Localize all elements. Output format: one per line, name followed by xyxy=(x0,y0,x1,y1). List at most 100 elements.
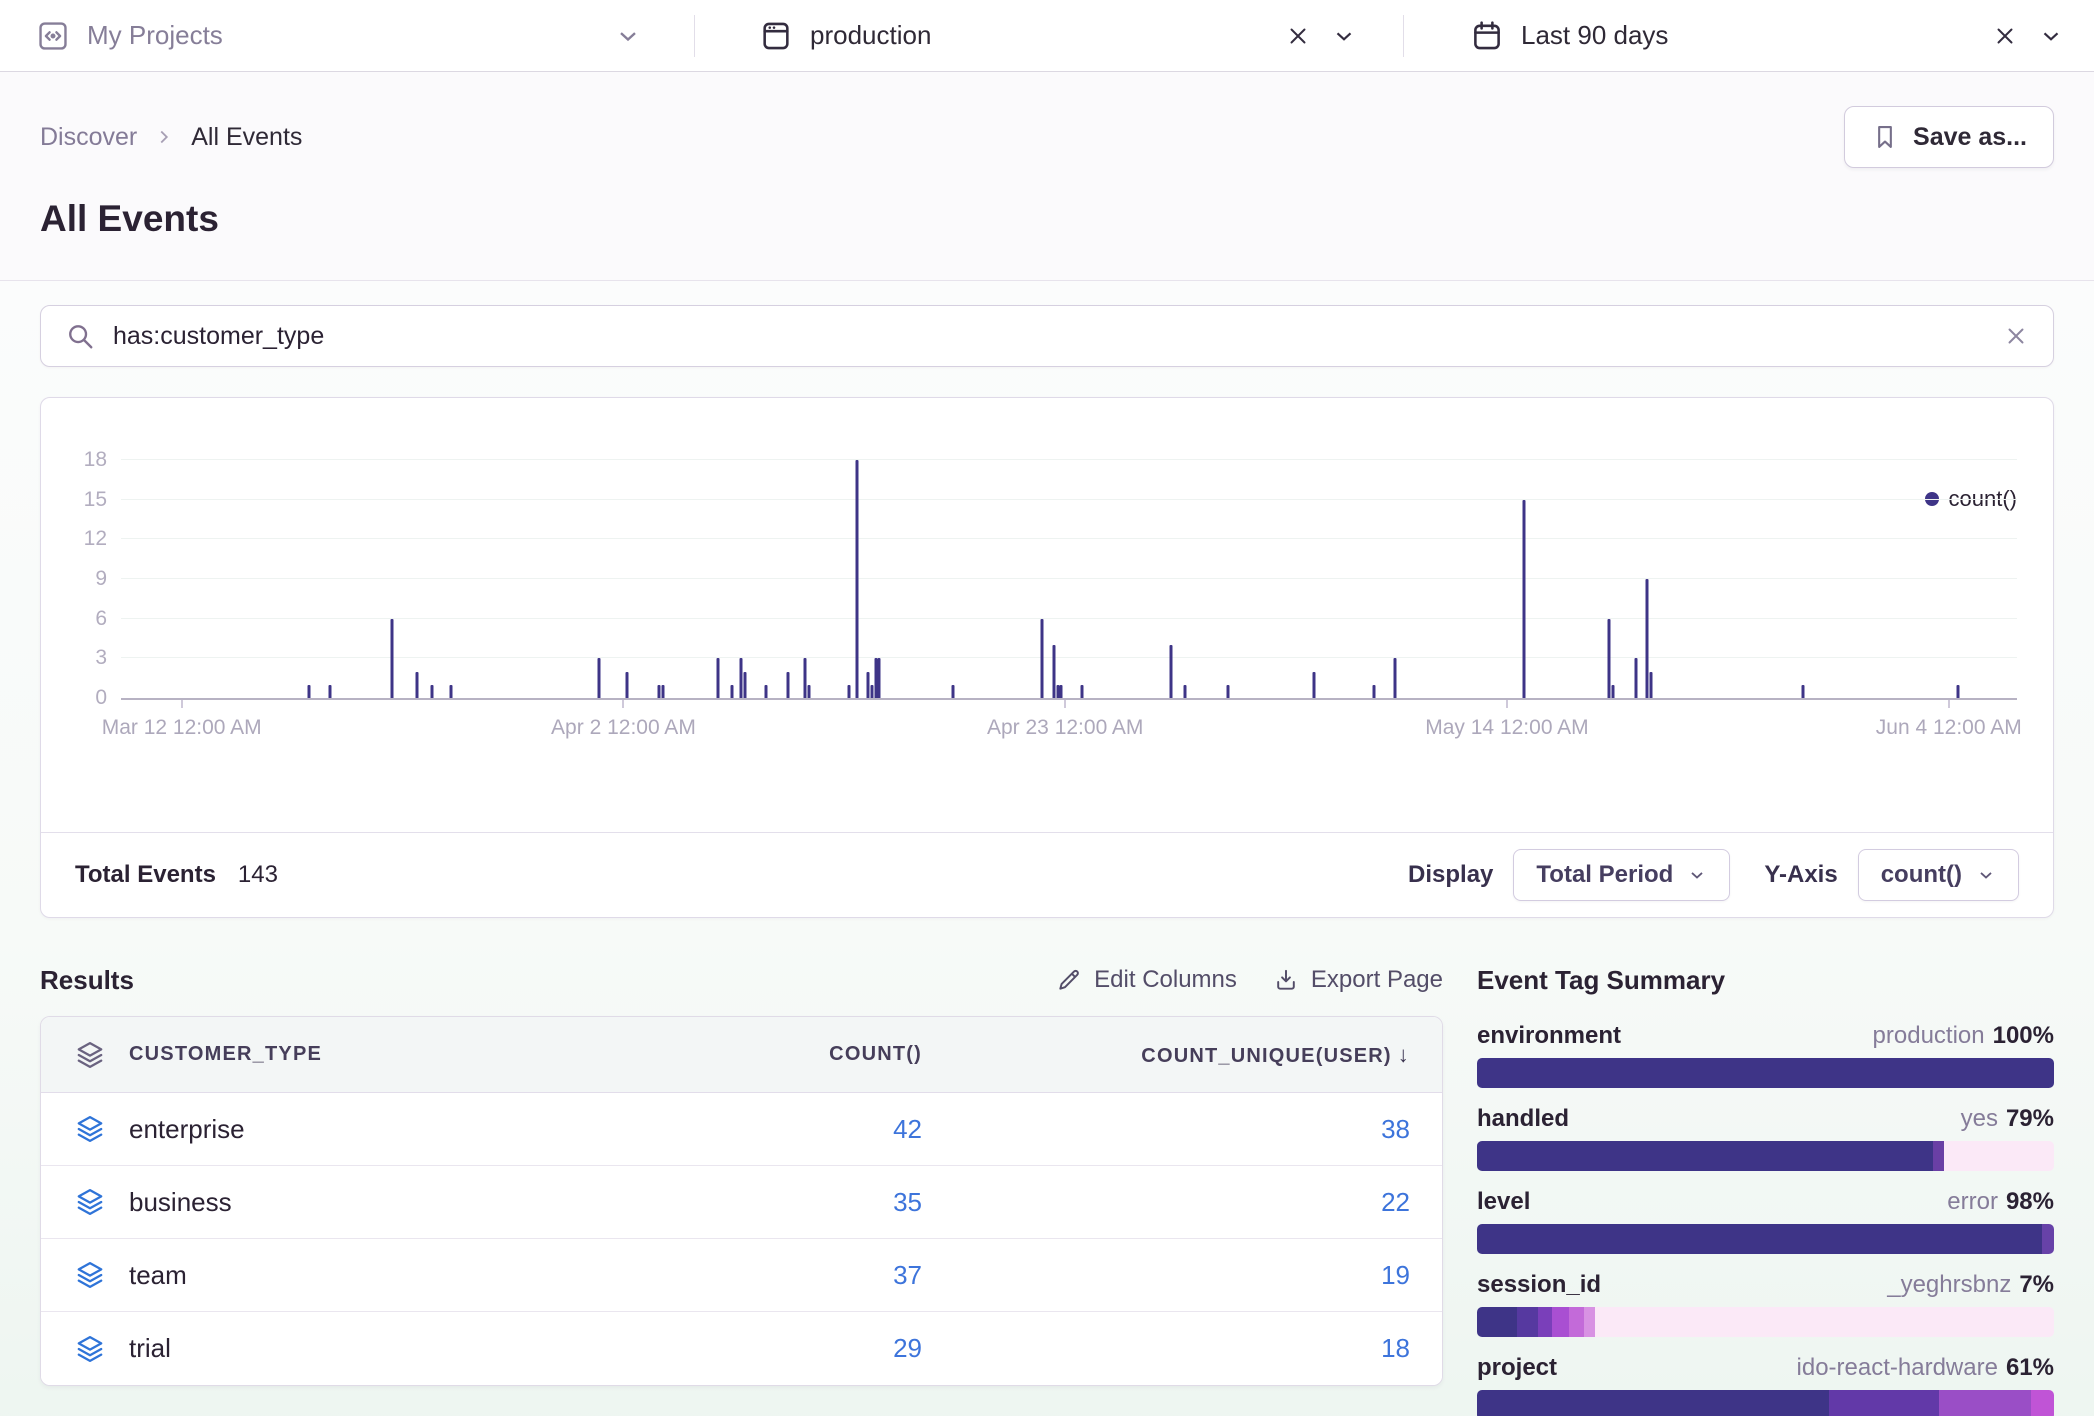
tag-summary-heading: Event Tag Summary xyxy=(1477,958,2054,1002)
y-axis-tick-label: 9 xyxy=(95,567,107,591)
save-as-label: Save as... xyxy=(1913,123,2027,152)
save-as-button[interactable]: Save as... xyxy=(1844,106,2054,168)
search-input[interactable] xyxy=(113,322,2003,351)
x-axis-tick-label: May 14 12:00 AM xyxy=(1425,716,1588,740)
tag-distribution-bar[interactable] xyxy=(1477,1390,2054,1416)
tag-name: session_id xyxy=(1477,1271,1601,1299)
chart-spike xyxy=(1373,685,1376,698)
tag-bar-segment xyxy=(1517,1307,1537,1337)
count-unique-value-link[interactable]: 18 xyxy=(922,1333,1442,1364)
environment-icon xyxy=(759,19,793,53)
chart-spike xyxy=(730,685,733,698)
page-header: Discover All Events Save as... All Event… xyxy=(0,72,2094,281)
environment-clear-icon[interactable] xyxy=(1285,23,1311,49)
x-axis-tick-label: Jun 4 12:00 AM xyxy=(1876,716,2022,740)
tag-distribution-bar[interactable] xyxy=(1477,1141,2054,1171)
tag-bar-segment xyxy=(1595,1307,2054,1337)
events-chart: count() 0369121518Mar 12 12:00 AMApr 2 1… xyxy=(41,460,2053,832)
table-row: trial2918 xyxy=(41,1312,1442,1385)
tag-top-value: yes xyxy=(1961,1105,1998,1132)
chart-spike xyxy=(1650,672,1653,698)
chart-spike xyxy=(855,460,858,698)
x-axis-line xyxy=(121,698,2017,700)
breadcrumb-discover-link[interactable]: Discover xyxy=(40,123,137,152)
y-axis-tick-label: 6 xyxy=(95,607,107,631)
x-axis-tick xyxy=(181,700,183,708)
project-selector[interactable]: My Projects xyxy=(0,0,694,71)
date-range-clear-icon[interactable] xyxy=(1992,23,2018,49)
tag-bar-segment xyxy=(1538,1307,1552,1337)
edit-columns-button[interactable]: Edit Columns xyxy=(1056,966,1237,994)
chart-spike xyxy=(1081,685,1084,698)
column-header-count[interactable]: COUNT() xyxy=(662,1043,922,1066)
yaxis-dropdown[interactable]: count() xyxy=(1858,849,2019,901)
display-dropdown[interactable]: Total Period xyxy=(1513,849,1730,901)
count-value-link[interactable]: 29 xyxy=(662,1333,922,1364)
tag-top-value: ido-react-hardware xyxy=(1797,1354,1998,1381)
y-axis-tick-label: 3 xyxy=(95,646,107,670)
tag-percent: 61% xyxy=(2006,1354,2054,1381)
chart-spike xyxy=(415,672,418,698)
chart-spike xyxy=(870,685,873,698)
tag-bar-segment xyxy=(1584,1307,1596,1337)
chart-spike xyxy=(787,672,790,698)
customer-type-value: enterprise xyxy=(129,1114,662,1145)
tag-bar-segment xyxy=(1477,1141,1933,1171)
table-row: enterprise4238 xyxy=(41,1093,1442,1166)
count-unique-value-link[interactable]: 22 xyxy=(922,1187,1442,1218)
chart-spike xyxy=(1041,619,1044,698)
display-label: Display xyxy=(1408,861,1493,889)
date-range-selector[interactable]: Last 90 days xyxy=(1404,0,2094,71)
chevron-down-icon xyxy=(1687,865,1707,885)
tag-distribution-bar[interactable] xyxy=(1477,1224,2054,1254)
column-header-count-unique[interactable]: COUNT_UNIQUE(USER)↓ xyxy=(922,1042,1442,1068)
breadcrumb-current: All Events xyxy=(191,123,302,152)
chart-spike xyxy=(808,685,811,698)
tag-summary-entry: projectido-react-hardware61% xyxy=(1477,1354,2054,1416)
y-axis-tick-label: 12 xyxy=(84,527,107,551)
tag-bar-segment xyxy=(1477,1058,2054,1088)
projects-icon xyxy=(36,19,70,53)
tag-distribution-bar[interactable] xyxy=(1477,1058,2054,1088)
x-axis-tick xyxy=(622,700,624,708)
environment-selector-label: production xyxy=(810,20,931,51)
chart-spike xyxy=(764,685,767,698)
chevron-down-icon[interactable] xyxy=(2038,23,2064,49)
yaxis-dropdown-value: count() xyxy=(1881,861,1962,889)
y-axis-tick-label: 18 xyxy=(84,448,107,472)
count-value-link[interactable]: 42 xyxy=(662,1114,922,1145)
tag-name: environment xyxy=(1477,1022,1621,1050)
column-header-customer-type[interactable]: CUSTOMER_TYPE xyxy=(129,1043,662,1066)
download-icon xyxy=(1273,967,1299,993)
tag-percent: 98% xyxy=(2006,1188,2054,1215)
chart-spike xyxy=(1957,685,1960,698)
count-value-link[interactable]: 35 xyxy=(662,1187,922,1218)
results-heading: Results xyxy=(40,965,134,996)
chart-spike xyxy=(1312,672,1315,698)
chart-spike xyxy=(662,685,665,698)
breadcrumb: Discover All Events xyxy=(40,123,302,152)
chart-spike xyxy=(804,658,807,698)
tag-bar-segment xyxy=(1569,1307,1583,1337)
total-events-value: 143 xyxy=(238,861,278,889)
chart-spike xyxy=(328,685,331,698)
breadcrumb-chevron-icon xyxy=(153,126,175,148)
chart-spike xyxy=(1646,579,1649,698)
tag-percent: 79% xyxy=(2006,1105,2054,1132)
chevron-down-icon[interactable] xyxy=(1331,23,1357,49)
calendar-icon xyxy=(1470,19,1504,53)
environment-selector[interactable]: production xyxy=(695,0,1403,71)
count-value-link[interactable]: 37 xyxy=(662,1260,922,1291)
chart-spike xyxy=(874,658,877,698)
export-page-button[interactable]: Export Page xyxy=(1273,966,1443,994)
search-clear-icon[interactable] xyxy=(2003,323,2029,349)
chart-spike xyxy=(1612,685,1615,698)
chart-spike xyxy=(1056,685,1059,698)
grid-line xyxy=(121,618,2017,619)
export-page-label: Export Page xyxy=(1311,966,1443,994)
chevron-down-icon[interactable] xyxy=(614,22,642,50)
tag-bar-segment xyxy=(1477,1224,2042,1254)
count-unique-value-link[interactable]: 19 xyxy=(922,1260,1442,1291)
count-unique-value-link[interactable]: 38 xyxy=(922,1114,1442,1145)
tag-distribution-bar[interactable] xyxy=(1477,1307,2054,1337)
